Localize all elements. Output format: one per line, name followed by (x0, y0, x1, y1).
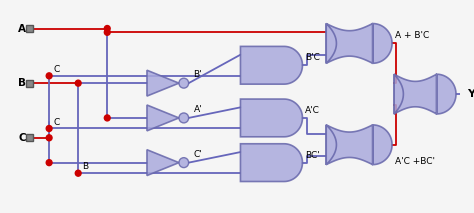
Circle shape (75, 170, 81, 176)
Bar (27, 134, 33, 141)
Text: B: B (82, 162, 88, 171)
Text: B: B (18, 78, 26, 88)
Polygon shape (147, 105, 179, 131)
Text: B': B' (193, 70, 202, 79)
Text: C: C (53, 65, 59, 74)
Polygon shape (240, 46, 302, 84)
Circle shape (179, 158, 189, 168)
Text: A'C: A'C (305, 106, 320, 115)
Text: B'C: B'C (305, 53, 320, 62)
Polygon shape (394, 74, 456, 114)
Polygon shape (240, 99, 302, 137)
Polygon shape (240, 144, 302, 181)
Circle shape (46, 125, 52, 131)
Polygon shape (147, 150, 179, 176)
Bar (27, 80, 33, 87)
Text: A: A (18, 23, 26, 33)
Text: BC': BC' (305, 151, 320, 160)
Text: C: C (53, 118, 59, 127)
Text: A': A' (193, 105, 202, 114)
Text: C': C' (193, 150, 202, 159)
Text: C: C (18, 133, 26, 143)
Circle shape (104, 29, 110, 35)
Circle shape (104, 115, 110, 121)
Polygon shape (326, 24, 392, 63)
Text: A'C +BC': A'C +BC' (395, 157, 435, 166)
Bar (27, 25, 33, 32)
Circle shape (179, 113, 189, 123)
Circle shape (46, 160, 52, 166)
Circle shape (46, 135, 52, 141)
Circle shape (75, 80, 81, 86)
Circle shape (46, 73, 52, 79)
Text: Y: Y (467, 89, 474, 99)
Text: A + B'C: A + B'C (395, 32, 429, 40)
Circle shape (104, 26, 110, 32)
Polygon shape (147, 70, 179, 96)
Circle shape (179, 78, 189, 88)
Polygon shape (326, 125, 392, 165)
